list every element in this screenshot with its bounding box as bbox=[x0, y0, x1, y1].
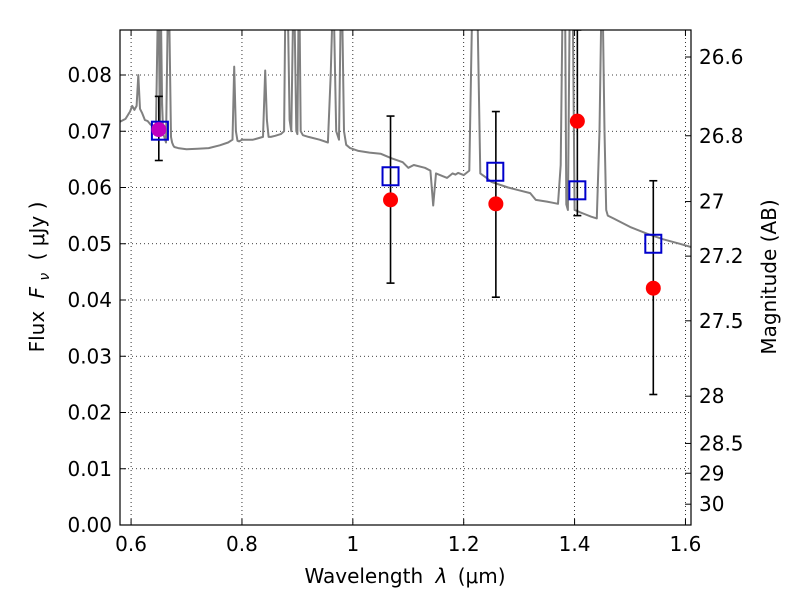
y-tick-label: 0.00 bbox=[67, 513, 112, 537]
y-tick-label: 0.07 bbox=[67, 119, 112, 143]
observed-flux-point bbox=[645, 280, 661, 296]
observed-flux-point bbox=[383, 192, 399, 208]
y-tick-label: 0.08 bbox=[67, 63, 112, 87]
synthetic-flux-square bbox=[568, 180, 587, 201]
y-tick-label: 0.05 bbox=[67, 232, 112, 256]
y-tick-label: 0.03 bbox=[67, 344, 112, 368]
x-tick-label: 0.6 bbox=[115, 532, 147, 556]
y2-tick-label: 26.6 bbox=[699, 45, 744, 69]
y2-tick-label: 27.5 bbox=[699, 309, 744, 333]
x-tick-label: 1.6 bbox=[670, 532, 702, 556]
model-spectrum-line bbox=[120, 30, 691, 249]
y-axis-label-subscript: ν bbox=[37, 273, 53, 281]
y-axis-label-prefix: Flux bbox=[25, 311, 49, 353]
y-tick-label: 0.06 bbox=[67, 176, 112, 200]
data-layer bbox=[120, 30, 691, 396]
axis-ticks: 0.6 0.8 1 1.2 1.4 1.6 0.00 0.01 0.02 0.03 0.04 0.05… bbox=[67, 30, 744, 556]
y-axis-label: Flux F ν ( μJy ) bbox=[25, 202, 54, 353]
y2-axis-label: Magnitude (AB) bbox=[757, 199, 781, 354]
synthetic-flux-square bbox=[381, 166, 400, 187]
x-tick-label: 1.4 bbox=[559, 532, 591, 556]
y2-tick-label: 26.8 bbox=[699, 124, 744, 148]
plot-frame bbox=[119, 29, 692, 526]
x-axis-label: Wavelength λ (μm) bbox=[304, 564, 505, 588]
y-tick-label: 0.01 bbox=[67, 457, 112, 481]
observed-flux-point bbox=[488, 196, 504, 212]
x-axis-label-unit: (μm) bbox=[458, 564, 506, 588]
y-axis-label-symbol: F bbox=[25, 286, 49, 298]
x-tick-label: 1 bbox=[346, 532, 359, 556]
y-tick-label: 0.04 bbox=[67, 288, 112, 312]
x-tick-label: 0.8 bbox=[226, 532, 258, 556]
y2-tick-label: 29 bbox=[699, 461, 724, 485]
x-tick-label: 1.2 bbox=[448, 532, 480, 556]
y2-tick-label: 28.5 bbox=[699, 431, 744, 455]
x-axis-label-symbol: λ bbox=[435, 564, 448, 588]
y2-tick-label: 27.2 bbox=[699, 244, 744, 268]
synthetic-flux-square bbox=[486, 161, 505, 182]
grid-lines bbox=[120, 30, 691, 526]
plot-background bbox=[120, 30, 691, 525]
synthetic-flux-square bbox=[644, 233, 663, 254]
observed-flux-point bbox=[569, 113, 585, 129]
x-axis-label-prefix: Wavelength bbox=[304, 564, 423, 588]
y-tick-label: 0.02 bbox=[67, 401, 112, 425]
observed-flux-point-highlight bbox=[151, 122, 167, 138]
y2-tick-label: 28 bbox=[699, 384, 724, 408]
y2-tick-label: 27 bbox=[699, 190, 724, 214]
y-axis-label-unit: ( μJy ) bbox=[25, 202, 49, 261]
y2-tick-label: 30 bbox=[699, 492, 724, 516]
